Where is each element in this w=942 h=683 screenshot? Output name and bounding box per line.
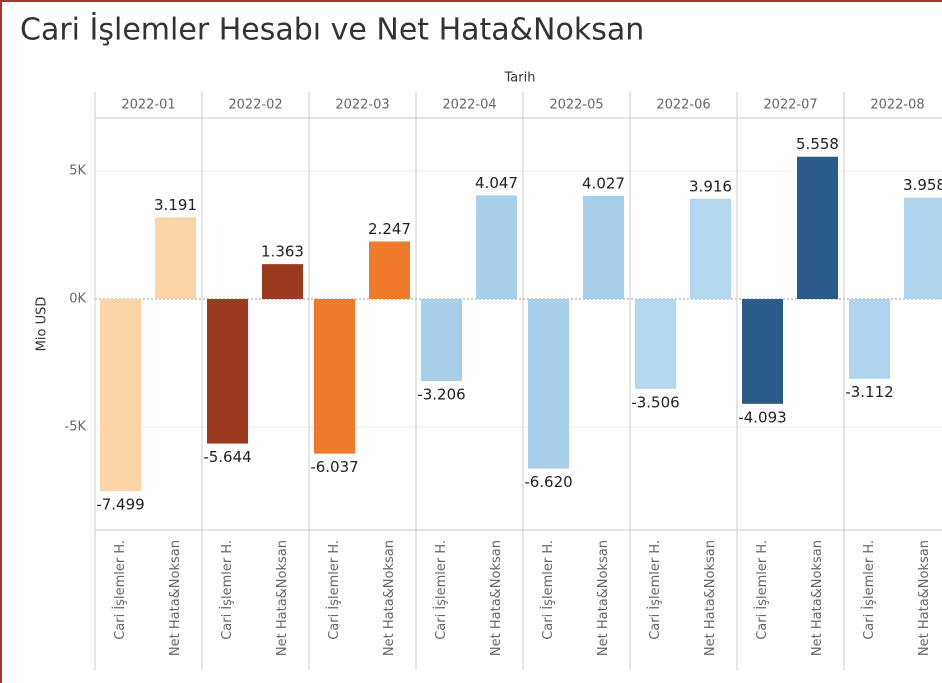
subcategory-label: Net Hata&Noksan [596, 540, 611, 656]
bar [155, 217, 196, 300]
value-label: 4.027 [582, 174, 625, 192]
value-label: -7.499 [96, 496, 144, 514]
bar [635, 299, 676, 389]
value-label: 3.958 [903, 176, 942, 194]
subcategory-label: Cari İşlemler H. [112, 540, 128, 640]
x-tick-label: 2022-04 [442, 98, 496, 113]
value-label: -5.644 [203, 448, 251, 466]
value-label: 3.191 [154, 196, 197, 214]
value-label: -6.620 [524, 473, 572, 491]
bar [421, 299, 462, 382]
bar [742, 299, 783, 404]
value-label: -3.506 [631, 393, 679, 411]
y-tick-label: -5K [65, 420, 87, 435]
x-tick-label: 2022-02 [228, 98, 282, 113]
subcategory-label: Cari İşlemler H. [540, 540, 556, 640]
value-label: 2.247 [368, 220, 411, 238]
value-label: -4.093 [738, 408, 786, 426]
value-label: 1.363 [261, 243, 304, 261]
subcategory-label: Net Hata&Noksan [917, 540, 932, 656]
y-axis-label: Mio USD [35, 297, 50, 352]
value-label: 5.558 [796, 135, 839, 153]
subcategory-label: Cari İşlemler H. [433, 540, 449, 640]
subcategory-label: Net Hata&Noksan [489, 540, 504, 656]
value-label: 4.047 [475, 174, 518, 192]
value-label: -3.112 [845, 383, 893, 401]
bar [797, 156, 838, 300]
bar [904, 197, 942, 300]
column-header: Tarih [504, 71, 536, 86]
bar [690, 198, 731, 300]
value-label: 3.916 [689, 177, 732, 195]
x-tick-label: 2022-03 [335, 98, 389, 113]
x-tick-label: 2022-06 [656, 98, 710, 113]
chart-title: Cari İşlemler Hesabı ve Net Hata&Noksan [20, 12, 644, 48]
x-tick-label: 2022-08 [870, 98, 924, 113]
x-tick-label: 2022-01 [121, 98, 175, 113]
x-tick-label: 2022-05 [549, 98, 603, 113]
bar [849, 299, 890, 379]
subcategory-label: Cari İşlemler H. [861, 540, 877, 640]
subcategory-label: Cari İşlemler H. [647, 540, 663, 640]
bar [528, 299, 569, 469]
bar [369, 241, 410, 300]
bar [100, 299, 141, 492]
bar [207, 299, 248, 444]
bar [583, 195, 624, 300]
bar [476, 195, 517, 300]
value-label: -3.206 [417, 386, 465, 404]
value-label: -6.037 [310, 458, 358, 476]
y-tick-label: 5K [69, 164, 86, 179]
y-tick-label: 0K [69, 292, 86, 307]
subcategory-label: Net Hata&Noksan [703, 540, 718, 656]
subcategory-label: Net Hata&Noksan [810, 540, 825, 656]
subcategory-label: Cari İşlemler H. [326, 540, 342, 640]
x-tick-label: 2022-07 [763, 98, 817, 113]
bar [314, 299, 355, 454]
subcategory-label: Net Hata&Noksan [382, 540, 397, 656]
subcategory-label: Net Hata&Noksan [275, 540, 290, 656]
bar [262, 264, 303, 300]
subcategory-label: Net Hata&Noksan [168, 540, 183, 656]
subcategory-label: Cari İşlemler H. [754, 540, 770, 640]
subcategory-label: Cari İşlemler H. [219, 540, 235, 640]
